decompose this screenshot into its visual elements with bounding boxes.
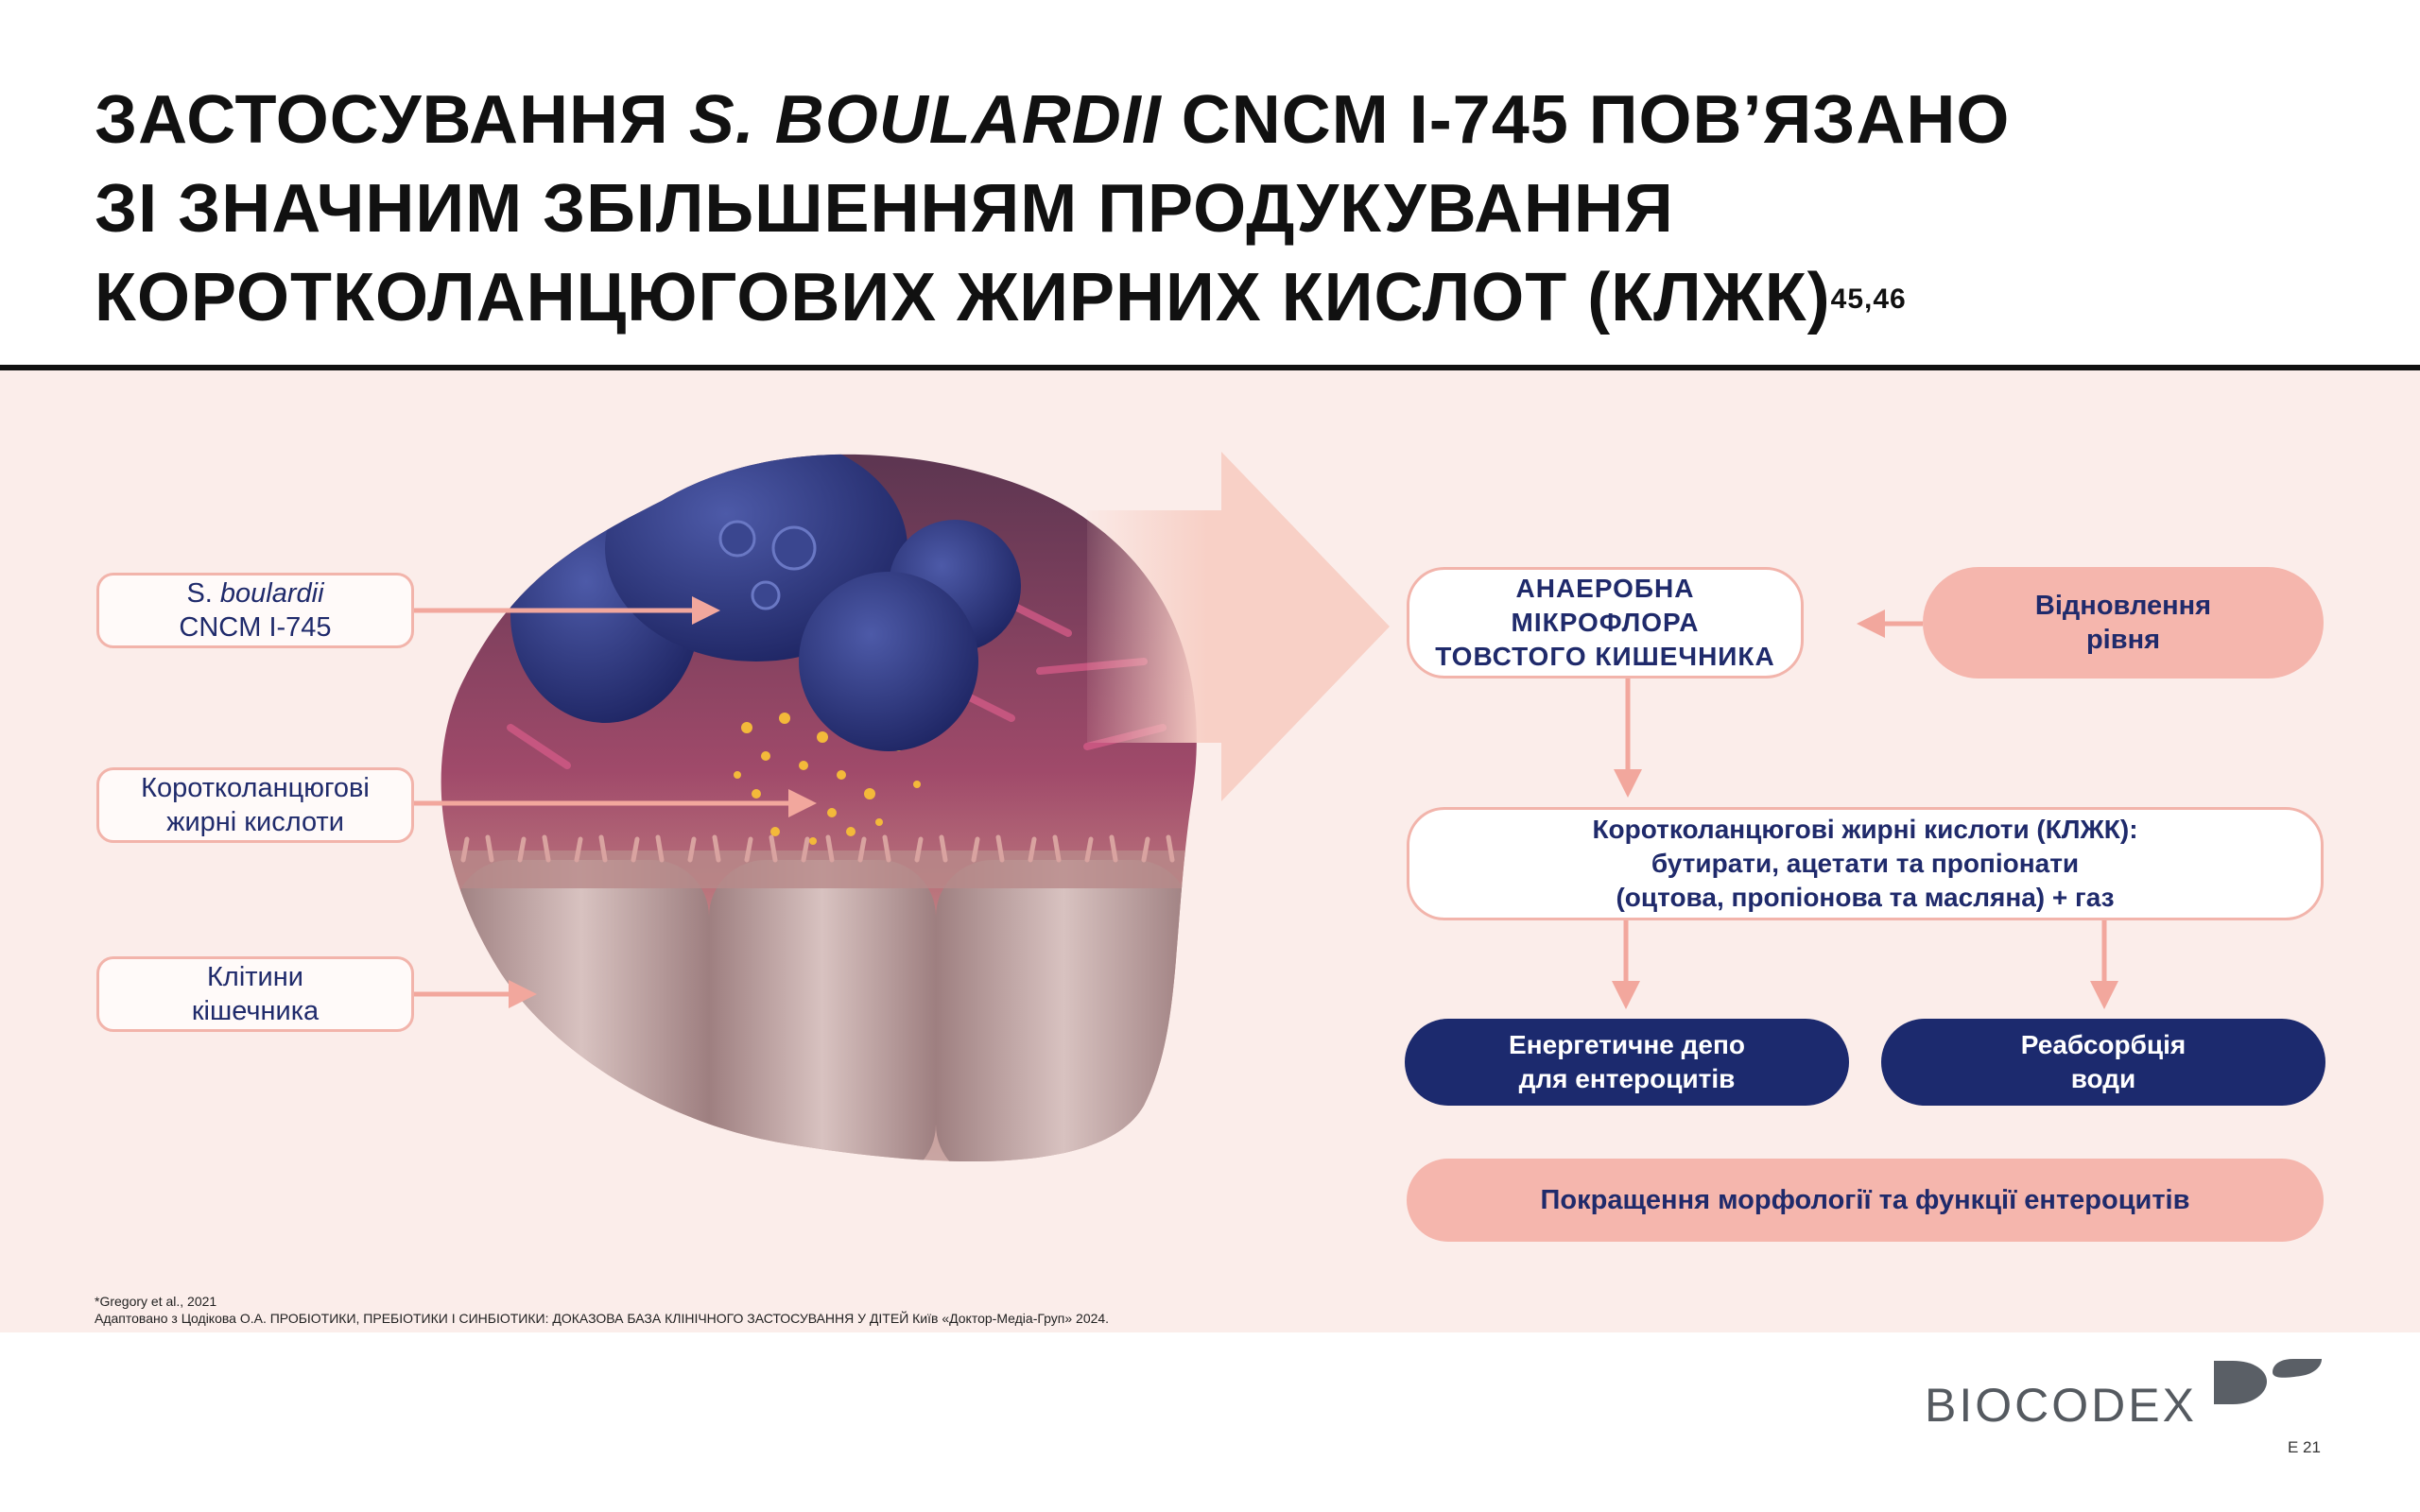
node-energy-depot: Енергетичне депо для ентероцитів (1405, 1019, 1849, 1106)
scfa-line2: бутирати, ацетати та пропіонати (1651, 849, 2080, 878)
water-line1: Реабсорбція (2020, 1030, 2187, 1059)
node-anaerobic-microflora: АНАЕРОБНА МІКРОФЛОРА ТОВСТОГО КИШЕЧНИКА (1407, 567, 1804, 679)
title-line1-italic: S. BOULARDII (688, 82, 1162, 158)
header-divider (0, 365, 2420, 370)
node-improvement: Покращення морфології та функції ентероц… (1407, 1159, 2324, 1242)
label-cells: Клітини кішечника (96, 956, 414, 1032)
title-line2: ЗІ ЗНАЧНИМ ЗБІЛЬШЕННЯМ ПРОДУКУВАННЯ (95, 171, 1674, 247)
energy-line2: для ентероцитів (1518, 1064, 1736, 1093)
gut-illustration (441, 454, 1197, 1162)
page-number: E 21 (2288, 1438, 2321, 1456)
title-references: 45,46 (1830, 284, 1907, 315)
page-title: ЗАСТОСУВАННЯ S. BOULARDII CNCM I-745 ПОВ… (95, 76, 2174, 342)
brand-logo-text: BIOCODEX (1925, 1379, 2197, 1432)
anaerobic-line2: МІКРОФЛОРА (1511, 608, 1700, 637)
anaerobic-line1: АНАЕРОБНА (1515, 574, 1695, 603)
label-sb-prefix: S. (186, 578, 220, 609)
brand-logo-mark-icon (2214, 1359, 2322, 1404)
energy-line1: Енергетичне депо (1509, 1030, 1745, 1059)
label-sb-line2: CNCM I-745 (179, 612, 332, 643)
footnote-1: *Gregory et al., 2021 (95, 1294, 217, 1309)
label-s-boulardii: S. boulardii CNCM I-745 (96, 573, 414, 648)
title-line1-post: CNCM I-745 ПОВ’ЯЗАНО (1161, 82, 2011, 158)
scfa-line1: Коротколанцюгові жирні кислоти (КЛЖК): (1592, 815, 2138, 844)
footnote-2: Адаптовано з Цодікова О.А. ПРОБІОТИКИ, П… (95, 1311, 1110, 1326)
label-scfa: Коротколанцюгові жирні кислоти (96, 767, 414, 843)
node-water-reabsorption: Реабсорбція води (1881, 1019, 2325, 1106)
big-flow-arrow (1087, 452, 1390, 801)
improve-text: Покращення морфології та функції ентероц… (1540, 1184, 2190, 1215)
label-cells-line1: Клітини (207, 962, 303, 992)
label-scfa-line2: жирні кислоти (166, 807, 344, 837)
scfa-line3: (оцтова, пропіонова та масляна) + газ (1616, 883, 2115, 912)
node-restore-level: Відновлення рівня (1923, 567, 2324, 679)
title-line1-pre: ЗАСТОСУВАННЯ (95, 82, 689, 158)
water-line2: води (2070, 1064, 2136, 1093)
anaerobic-line3: ТОВСТОГО КИШЕЧНИКА (1435, 642, 1775, 671)
label-cells-line2: кішечника (191, 996, 320, 1026)
label-sb-italic: boulardii (219, 578, 324, 609)
node-scfa: Коротколанцюгові жирні кислоти (КЛЖК): б… (1407, 807, 2324, 920)
restore-line1: Відновлення (2034, 591, 2212, 621)
title-line3: КОРОТКОЛАНЦЮГОВИХ ЖИРНИХ КИСЛОТ (КЛЖК) (95, 260, 1831, 335)
restore-line2: рівня (2085, 625, 2161, 655)
label-scfa-line1: Коротколанцюгові (141, 773, 370, 803)
